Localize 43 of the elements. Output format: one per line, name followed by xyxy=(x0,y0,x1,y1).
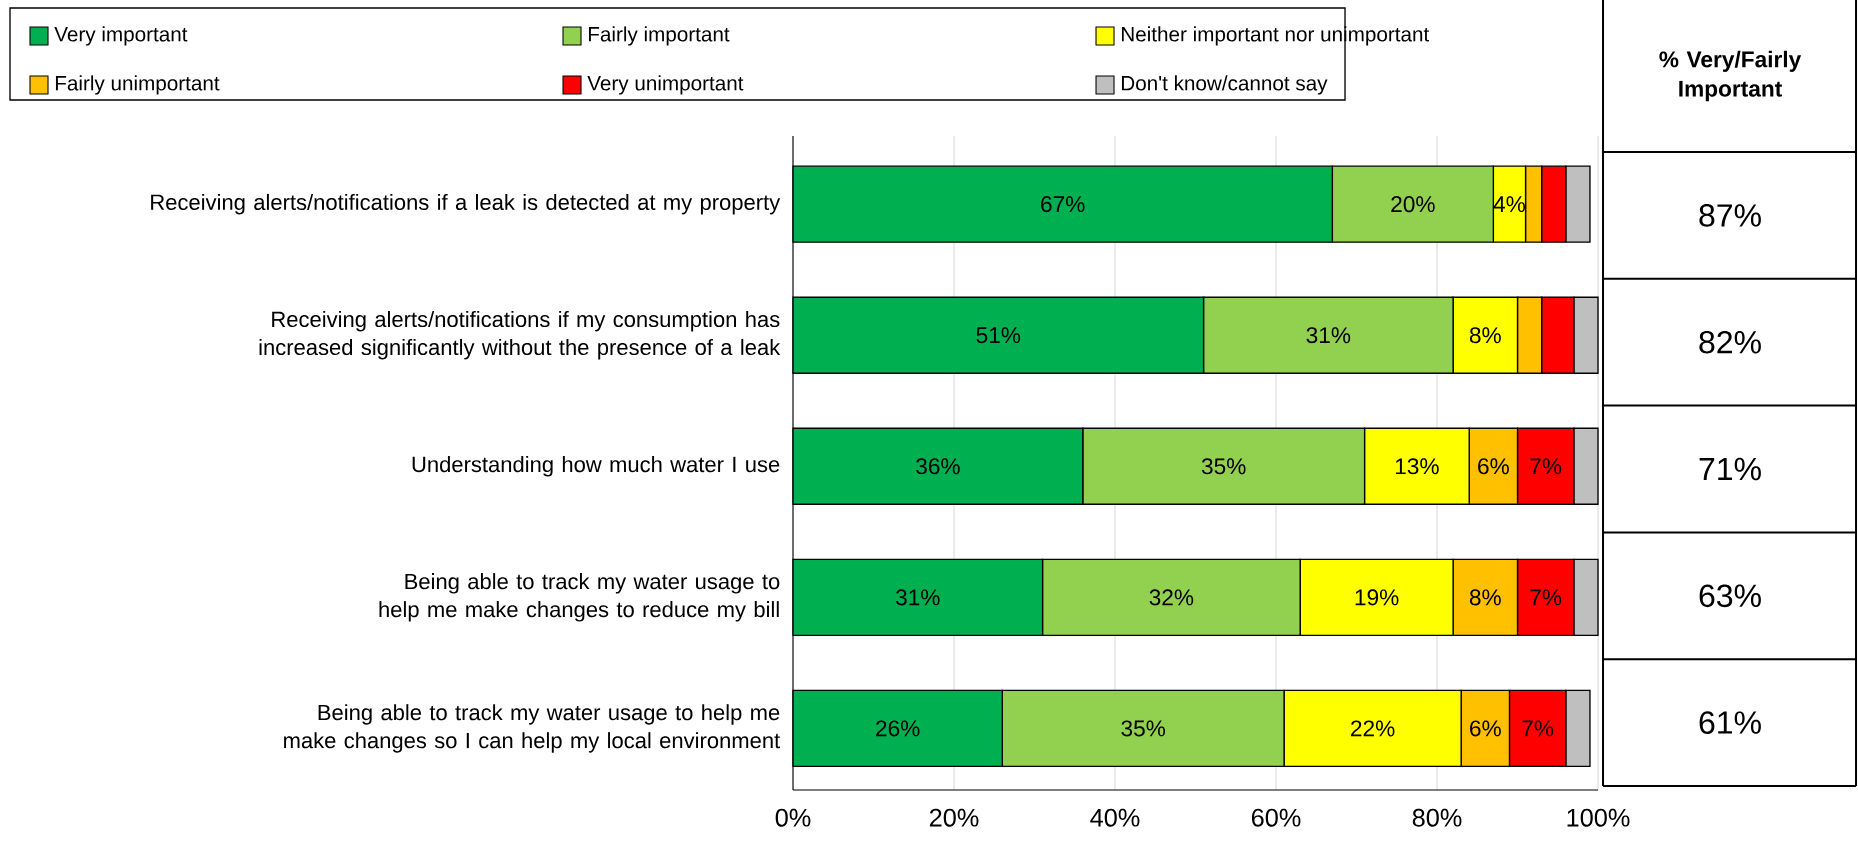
legend-label: Very important xyxy=(54,26,188,46)
data-label: 4% xyxy=(1493,196,1526,213)
data-label: 6% xyxy=(1470,720,1501,737)
text: % Very/Fairly Important xyxy=(1659,50,1802,102)
data-label: 19% xyxy=(1355,589,1399,606)
data-label: 8% xyxy=(1469,589,1501,606)
legend-label: Very unimportant xyxy=(587,75,744,95)
x-tick-label: 0% xyxy=(775,808,811,827)
y-tick-label: Being able to track my water usage to help me make changes so I can help my local environment xyxy=(284,704,781,753)
y-tick-label: Receiving alerts/notifications if a leak is detected at my property xyxy=(151,193,781,215)
data-label: 26% xyxy=(876,720,920,737)
data-label: 13% xyxy=(1395,458,1439,475)
data-label: 31% xyxy=(1306,327,1351,344)
x-tick-label: 80% xyxy=(1412,808,1462,827)
text: 87% xyxy=(1699,204,1761,227)
legend-label: Don't know/cannot say xyxy=(1121,75,1328,95)
data-label: 35% xyxy=(1121,720,1166,737)
data-label: 35% xyxy=(1201,458,1246,475)
legend-label: Fairly important xyxy=(588,26,730,46)
data-label: 22% xyxy=(1351,720,1395,737)
data-label: 8% xyxy=(1469,327,1501,344)
data-label: 20% xyxy=(1391,196,1435,213)
text: 71% xyxy=(1699,457,1761,481)
x-tick-label: 40% xyxy=(1090,808,1140,827)
y-tick-label: Receiving alerts/notifications if my consumption has increased significantly without the presence of a leak xyxy=(259,310,781,360)
x-tick-label: 20% xyxy=(929,808,979,827)
x-tick-label: 60% xyxy=(1251,808,1301,827)
data-label: 7% xyxy=(1530,458,1562,475)
y-tick-label: Being able to track my water usage to help me make changes to reduce my bill xyxy=(379,573,780,622)
data-label: 51% xyxy=(976,327,1021,344)
x-tick-label: 100% xyxy=(1567,808,1630,827)
text: 61% xyxy=(1699,711,1761,734)
text: 82% xyxy=(1699,330,1761,354)
y-tick-label: Understanding how much water I use xyxy=(412,456,780,477)
data-label: 32% xyxy=(1149,589,1194,606)
data-label: 67% xyxy=(1041,196,1085,213)
legend-label: Fairly unimportant xyxy=(55,75,220,95)
text: 63% xyxy=(1699,584,1761,608)
data-label: 7% xyxy=(1530,589,1562,606)
data-label: 6% xyxy=(1478,458,1509,475)
data-label: 36% xyxy=(916,458,960,475)
data-label: 31% xyxy=(895,589,940,606)
data-label: 7% xyxy=(1522,720,1554,737)
